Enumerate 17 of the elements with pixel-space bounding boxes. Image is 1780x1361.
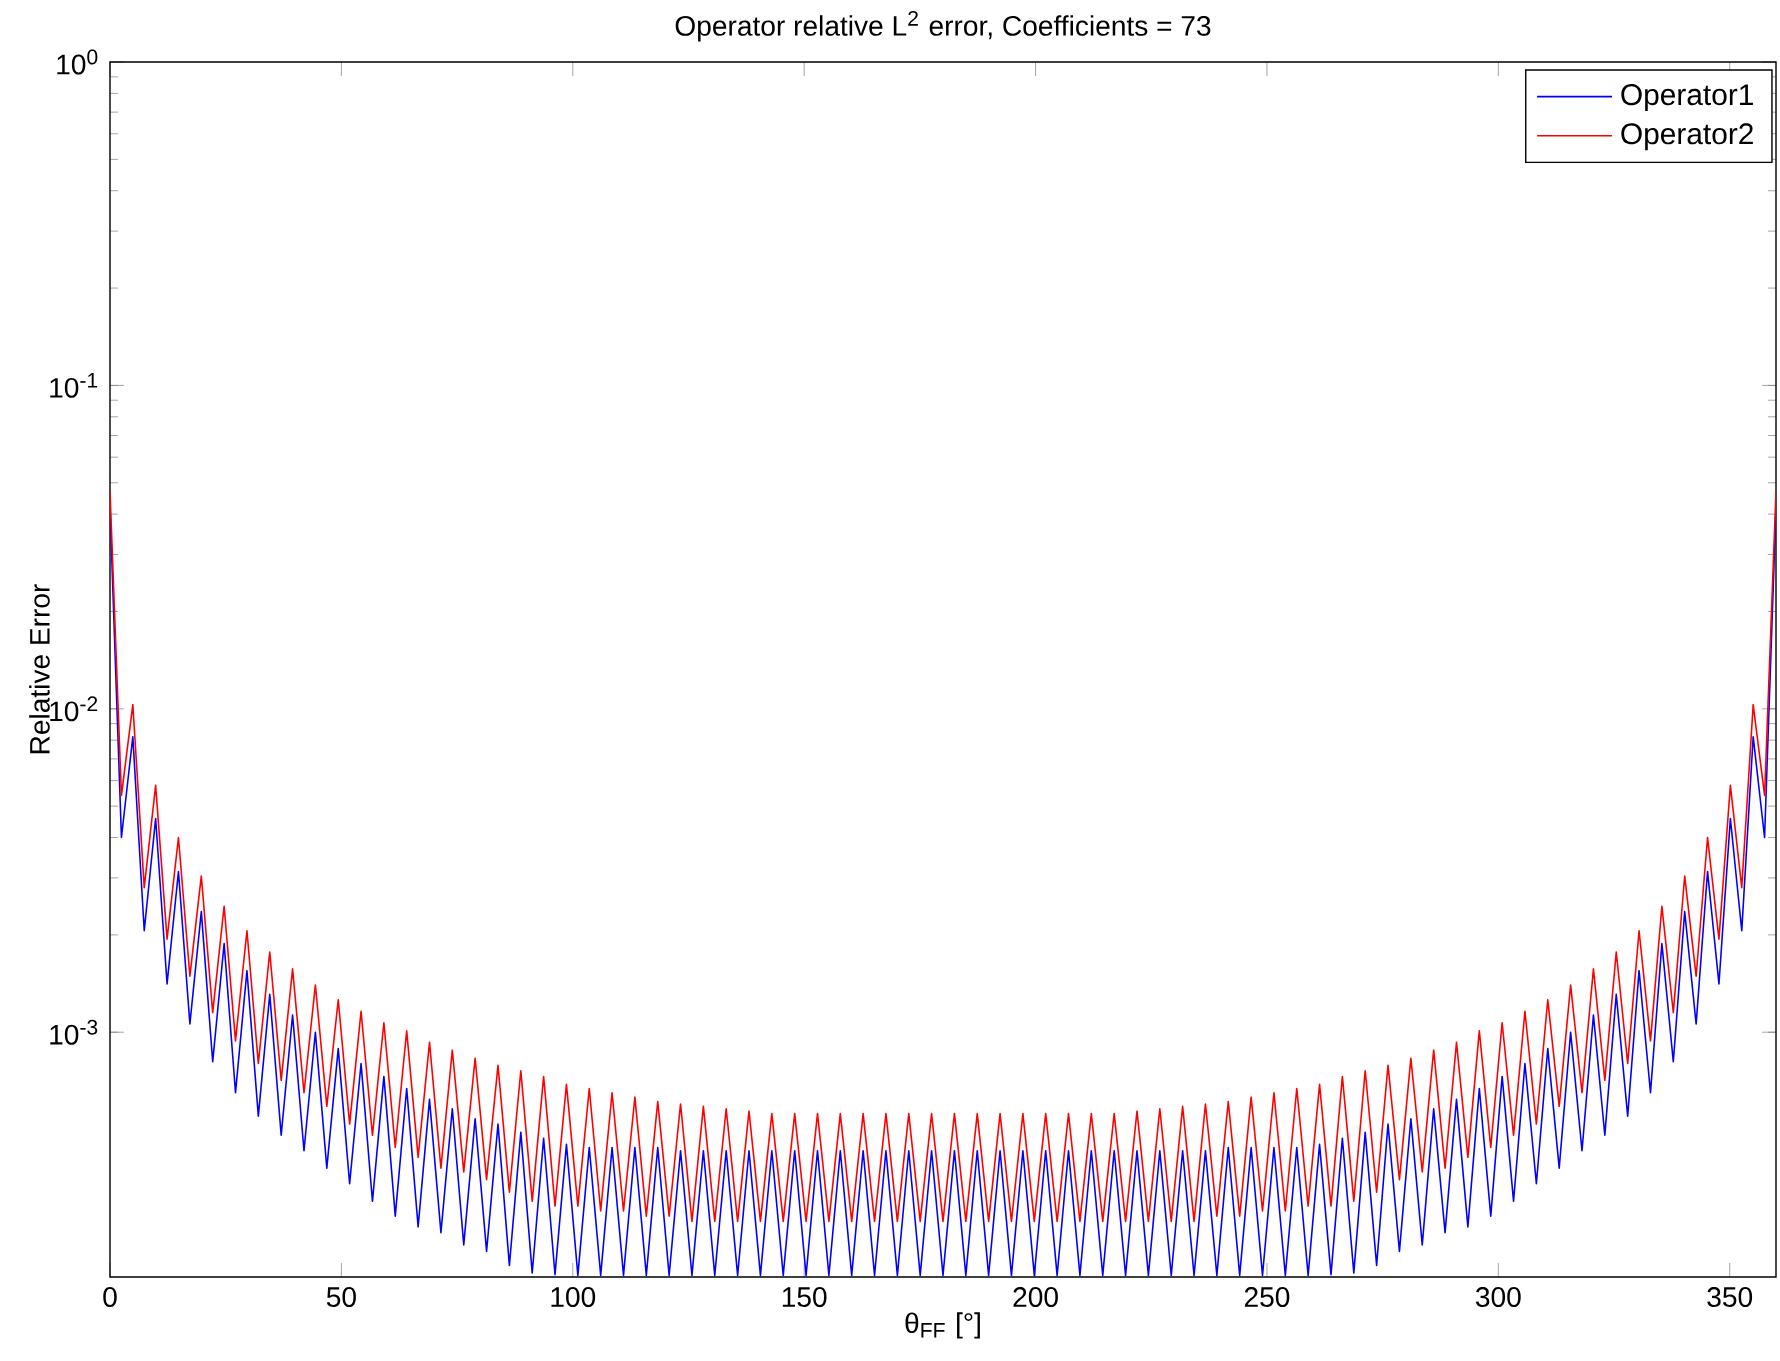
x-tick-label: 300 bbox=[1475, 1287, 1521, 1307]
y-tick-label: 10$^{-3}$ bbox=[50, 1019, 98, 1045]
y-tick-label: 10$^{0}$ bbox=[57, 49, 98, 75]
x-tick-label: 100 bbox=[551, 1287, 596, 1307]
chart-title: Operator relative L$^{2}$ error, Coefficients = 73 bbox=[675, 10, 1211, 42]
y-tick-label: 10$^{-1}$ bbox=[50, 373, 98, 398]
x-tick-label: 0 bbox=[103, 1287, 117, 1307]
legend-label: Operator2 bbox=[1621, 123, 1753, 151]
x-tick-label: 200 bbox=[1013, 1287, 1058, 1307]
x-tick-label: 150 bbox=[782, 1287, 827, 1307]
x-tick-label: 50 bbox=[326, 1287, 356, 1307]
y-tick-label: 10$^{-2}$ bbox=[50, 696, 98, 722]
legend-label: Operator1 bbox=[1621, 84, 1753, 112]
y-axis-title: Relative Error bbox=[29, 584, 50, 754]
x-tick-label: 350 bbox=[1707, 1287, 1753, 1307]
x-axis-title: θ$_{FF}$ [°] bbox=[905, 1312, 980, 1339]
x-tick-label: 250 bbox=[1244, 1287, 1290, 1307]
